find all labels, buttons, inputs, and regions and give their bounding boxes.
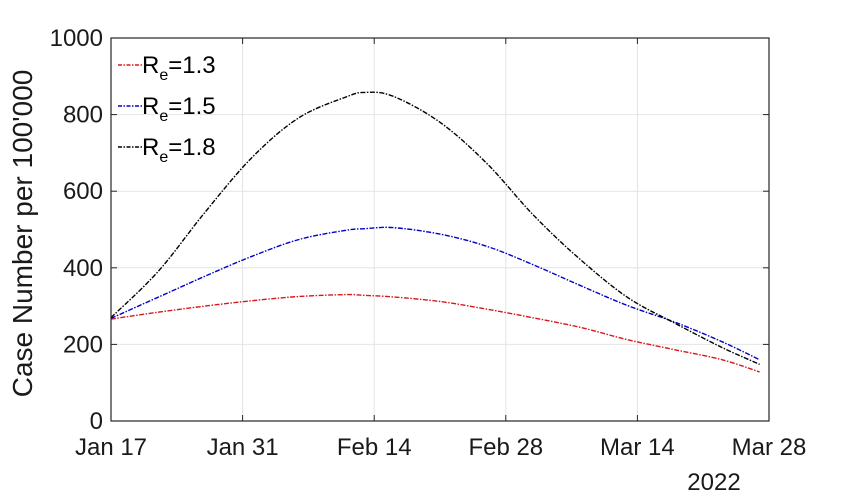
y-tick-labels: 0 200 400 600 800 1000 bbox=[50, 25, 103, 435]
y-tick-label: 200 bbox=[63, 331, 103, 358]
series-line-2 bbox=[110, 226, 760, 361]
x-tick-labels: Jan 17 Jan 31 Feb 14 Feb 28 Mar 14 Mar 28 bbox=[75, 434, 806, 461]
series-line-1 bbox=[110, 293, 760, 373]
y-tick-label: 800 bbox=[63, 102, 103, 129]
x-tick-label: Mar 14 bbox=[600, 434, 675, 461]
axes bbox=[110, 37, 770, 422]
grid bbox=[111, 38, 769, 421]
y-tick-label: 600 bbox=[63, 178, 103, 205]
series-line-3 bbox=[110, 91, 760, 365]
legend-label: Re=1.5 bbox=[142, 93, 216, 125]
legend-label: Re=1.3 bbox=[142, 52, 216, 84]
y-tick-label: 1000 bbox=[50, 25, 103, 52]
x-tick-label: Jan 17 bbox=[75, 434, 147, 461]
x-tick-label: Mar 28 bbox=[732, 434, 807, 461]
x-tick-label: Feb 14 bbox=[337, 434, 412, 461]
y-tick-label: 400 bbox=[63, 255, 103, 282]
legend: Re=1.3 Re=1.5 Re=1.8 bbox=[118, 52, 216, 166]
x-year-label: 2022 bbox=[687, 469, 740, 496]
legend-label: Re=1.8 bbox=[142, 134, 216, 166]
x-tick-label: Feb 28 bbox=[468, 434, 543, 461]
plot-frame bbox=[110, 37, 770, 422]
series-layer bbox=[110, 91, 760, 373]
y-axis-title: Case Number per 100'000 bbox=[7, 70, 38, 398]
y-tick-label: 0 bbox=[90, 408, 103, 435]
x-tick-label: Jan 31 bbox=[207, 434, 279, 461]
